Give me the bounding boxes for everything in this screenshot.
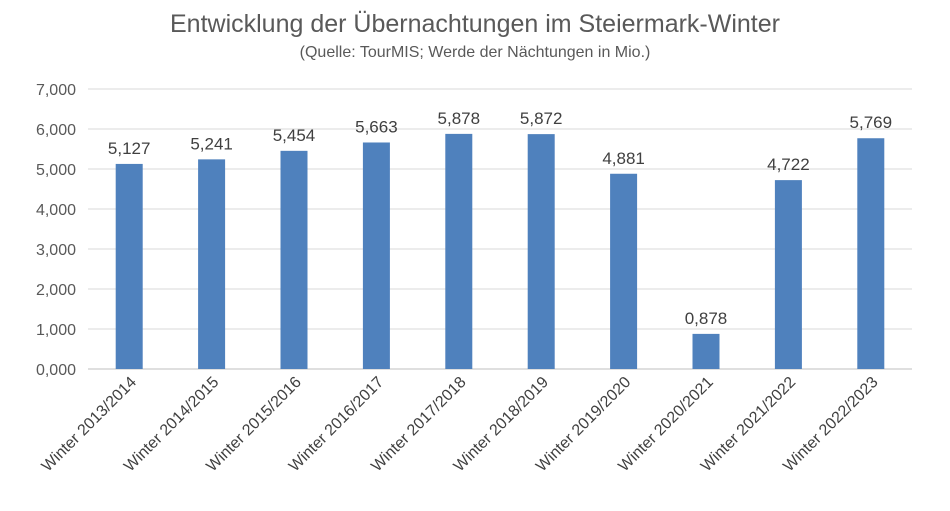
y-tick-label: 4,000: [36, 202, 76, 219]
bar: [774, 180, 802, 369]
data-label: 5,769: [850, 113, 893, 132]
y-tick-label: 0,000: [36, 362, 76, 379]
data-label: 5,878: [438, 109, 481, 128]
bar: [280, 150, 308, 369]
y-tick-label: 1,000: [36, 322, 76, 339]
bar: [362, 142, 390, 369]
bar: [198, 159, 226, 369]
bar: [527, 134, 555, 369]
chart-title: Entwicklung der Übernachtungen im Steier…: [170, 10, 780, 38]
y-tick-label: 2,000: [36, 282, 76, 299]
chart-subtitle: (Quelle: TourMIS; Werde der Nächtungen i…: [299, 44, 651, 61]
y-tick-label: 6,000: [36, 122, 76, 139]
bar: [857, 138, 885, 369]
data-label: 5,241: [190, 134, 233, 153]
y-tick-label: 7,000: [36, 82, 76, 99]
data-label: 4,722: [767, 155, 810, 174]
data-label: 4,881: [602, 149, 645, 168]
data-label: 5,454: [273, 126, 316, 145]
y-tick-label: 3,000: [36, 242, 76, 259]
data-label: 5,663: [355, 117, 398, 136]
bar: [115, 163, 143, 369]
bar: [610, 173, 638, 369]
bar: [445, 133, 473, 369]
data-label: 5,872: [520, 109, 563, 128]
data-label: 0,878: [685, 309, 728, 328]
y-tick-label: 5,000: [36, 162, 76, 179]
bar: [692, 333, 720, 369]
data-label: 5,127: [108, 139, 151, 158]
